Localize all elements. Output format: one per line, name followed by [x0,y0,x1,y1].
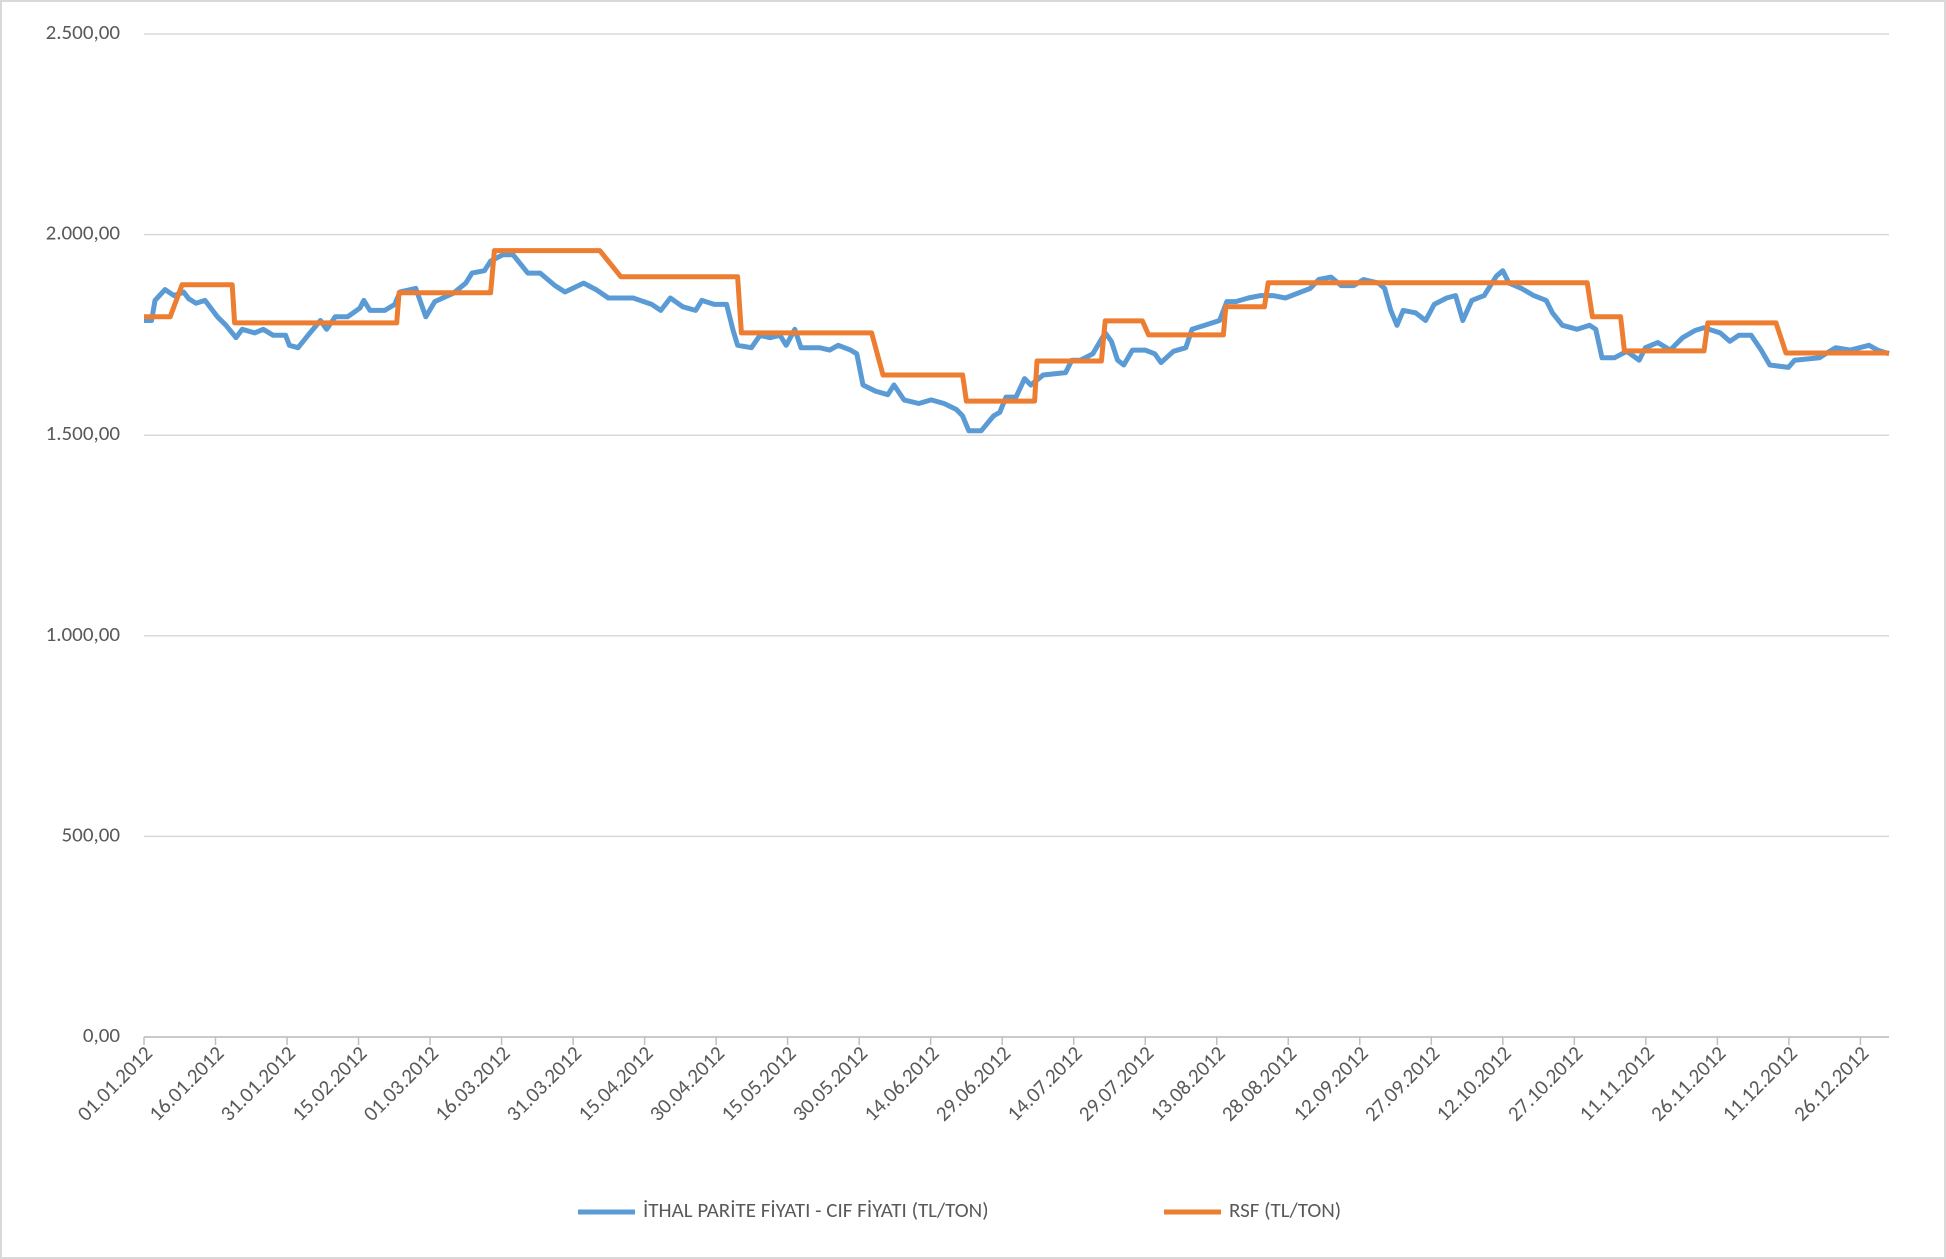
y-tick-label: 0,00 [83,1022,121,1048]
legend-label: İTHAL PARİTE FİYATI - CIF FİYATI (TL/TON… [643,1197,989,1223]
series-line [144,248,1889,404]
series-line [144,252,1890,434]
y-tick-label: 2.500,00 [46,19,121,45]
legend-label: RSF (TL/TON) [1229,1197,1341,1223]
y-tick-label: 500,00 [62,821,121,847]
y-tick-label: 1.500,00 [46,420,121,446]
y-tick-label: 2.000,00 [46,220,121,246]
y-tick-label: 1.000,00 [46,621,121,647]
